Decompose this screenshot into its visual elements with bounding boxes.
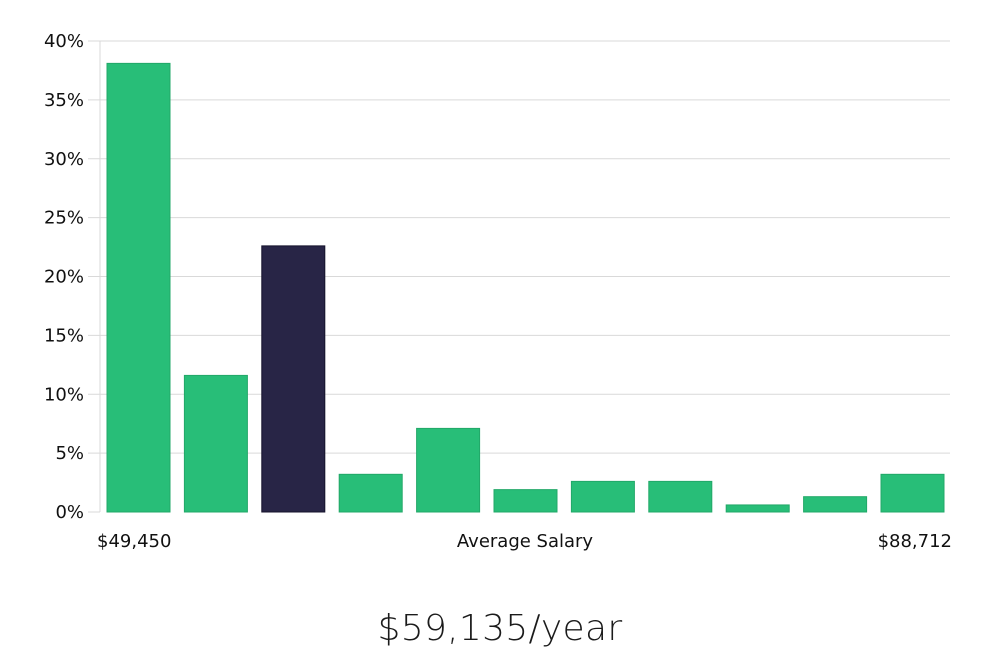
y-tick-label: 15% — [44, 325, 84, 346]
x-axis-min-label: $49,450 — [97, 531, 171, 552]
y-axis-ticks: 0% 5% 10% 15% 20% 25% 30% 35% 40% — [44, 31, 84, 523]
salary-distribution-chart: 0% 5% 10% 15% 20% 25% 30% 35% 40% $49,450 Averag… — [44, 31, 952, 552]
y-tick-label: 40% — [44, 31, 84, 52]
x-axis-labels: $49,450 Average Salary $88,712 — [97, 531, 952, 552]
bar — [725, 504, 790, 513]
y-tick-label: 0% — [55, 502, 84, 523]
bar — [648, 480, 713, 513]
bar — [106, 62, 171, 513]
bar — [493, 489, 558, 513]
bar — [183, 374, 248, 513]
bar — [880, 473, 945, 513]
x-axis-title: Average Salary — [457, 531, 594, 552]
bar — [570, 480, 635, 513]
bars — [106, 62, 945, 513]
y-tick-label: 35% — [44, 90, 84, 111]
bar — [416, 427, 481, 513]
bar — [338, 473, 403, 513]
y-tick-label: 25% — [44, 208, 84, 229]
y-tick-label: 10% — [44, 384, 84, 405]
y-tick-label: 5% — [55, 443, 84, 464]
average-salary-value: $59,135/year — [377, 608, 623, 649]
bar-highlighted — [261, 245, 326, 513]
bar — [803, 496, 868, 513]
y-tick-label: 20% — [44, 267, 84, 288]
y-tick-label: 30% — [44, 149, 84, 170]
x-axis-max-label: $88,712 — [878, 531, 952, 552]
